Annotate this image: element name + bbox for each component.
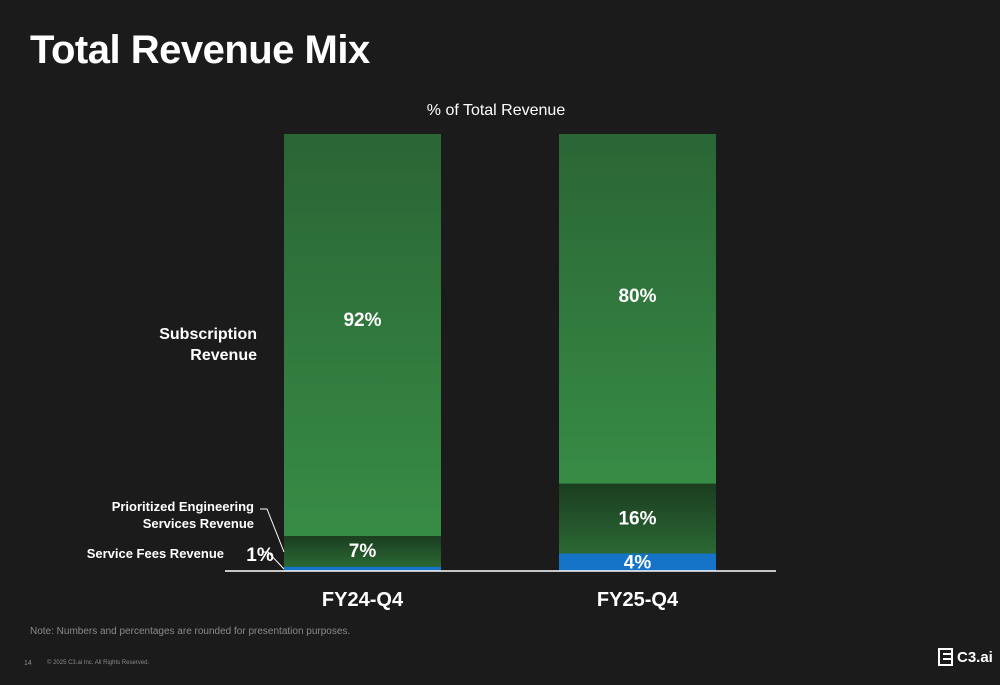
c3ai-logo-icon	[938, 648, 953, 666]
logo-text: C3.ai	[957, 648, 993, 666]
category-label-fy25-q4: FY25-Q4	[597, 589, 679, 611]
legend-pes-line1: Prioritized Engineering	[112, 499, 254, 514]
data-label-subscription-fy24-q4: 92%	[343, 310, 381, 331]
data-label-pes-fy25-q4: 16%	[618, 509, 656, 530]
c3ai-logo: C3.ai	[938, 648, 993, 666]
leader-line-pes	[260, 508, 285, 553]
bar-segment-service-fees-fy25-q4	[559, 553, 716, 571]
legend-subscription-line2: Revenue	[190, 347, 257, 364]
category-label-fy24-q4: FY24-Q4	[322, 589, 404, 611]
legend-subscription-line1: Subscription	[159, 326, 257, 343]
bar-segment-pes-fy24-q4	[284, 536, 441, 567]
legend-service-fees: Service Fees Revenue	[87, 546, 224, 561]
data-label-service-fees-fy25-q4: 4%	[624, 552, 652, 573]
copyright: © 2025 C3.ai Inc. All Rights Reserved.	[47, 660, 150, 666]
data-label-subscription-fy25-q4: 80%	[618, 286, 656, 307]
bar-segment-subscription-fy25-q4	[559, 134, 716, 484]
data-label-pes-fy24-q4: 7%	[349, 541, 377, 562]
data-label-service-fees-fy24-q4: 1%	[246, 545, 274, 566]
bar-segment-pes-fy25-q4	[559, 483, 716, 554]
leader-line-service-fees	[262, 551, 285, 570]
page-title: Total Revenue Mix	[30, 28, 370, 72]
footnote: Note: Numbers and percentages are rounde…	[30, 626, 351, 637]
chart-title: % of Total Revenue	[427, 102, 566, 119]
bar-segment-service-fees-fy24-q4	[284, 566, 441, 571]
bar-segment-subscription-fy24-q4	[284, 134, 441, 537]
page-number: 14	[24, 660, 32, 667]
legend-pes-line2: Services Revenue	[143, 516, 254, 531]
revenue-mix-chart: % of Total Revenue 1% 7% 92% FY24-Q4 4% 16% 80…	[87, 102, 776, 611]
